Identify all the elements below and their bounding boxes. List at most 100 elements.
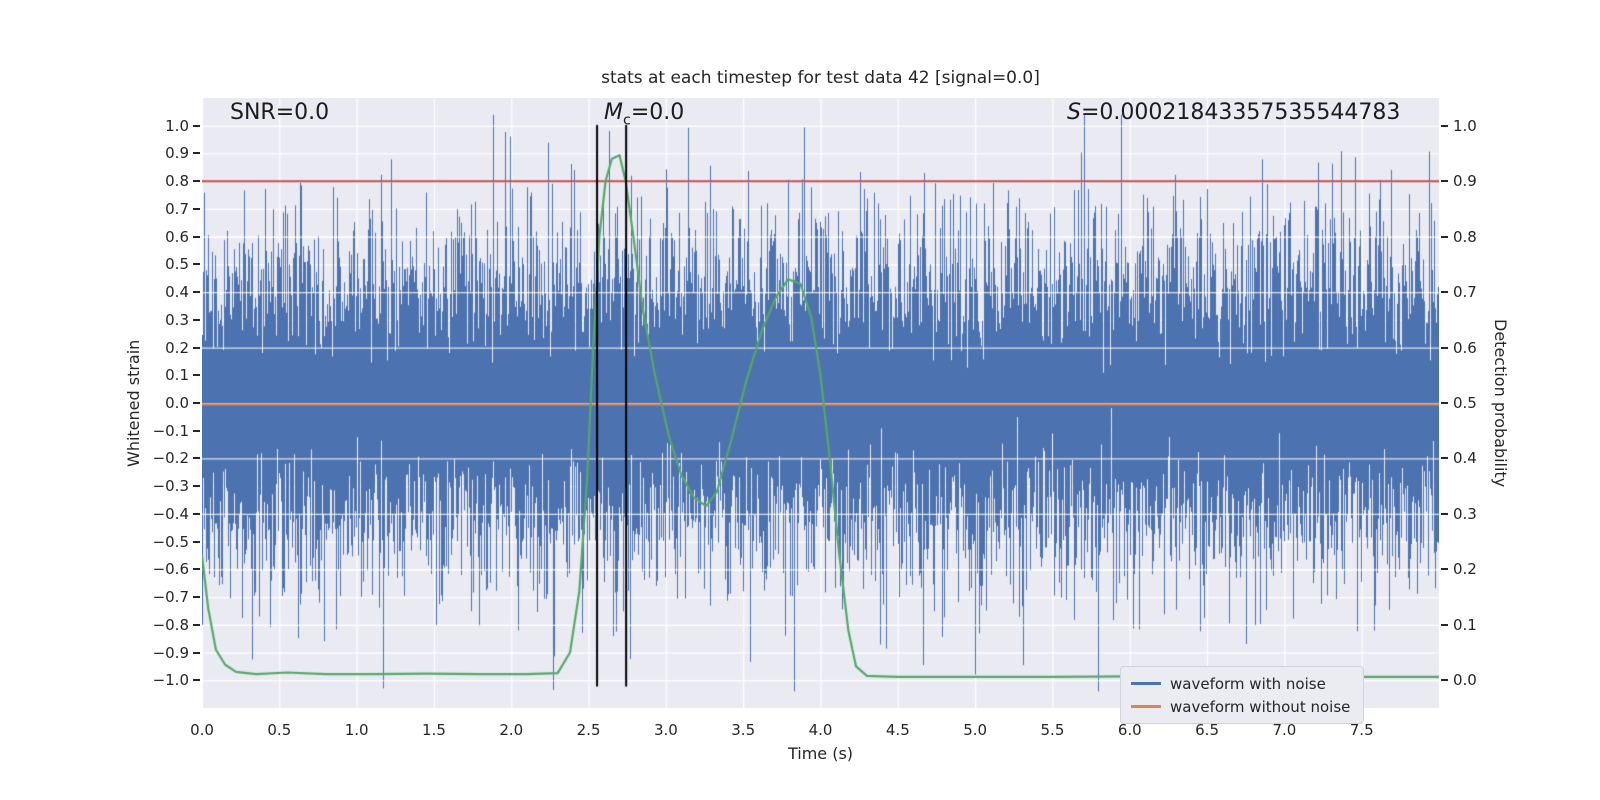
x-tick-label: 6.5 bbox=[1195, 721, 1219, 739]
score-value: =0.00021843357535544783 bbox=[1080, 100, 1401, 125]
y-tick-label-left: 0.2 bbox=[165, 338, 189, 357]
score-annotation: S=0.00021843357535544783 bbox=[1067, 100, 1400, 125]
y-tick-label-right: 0.8 bbox=[1453, 227, 1477, 246]
snr-text: SNR=0.0 bbox=[230, 100, 330, 125]
y-tick-mark-right bbox=[1441, 124, 1448, 127]
x-tick-label: 1.0 bbox=[344, 721, 369, 739]
y-tick-label-left: 0.5 bbox=[165, 255, 189, 274]
chart-title: stats at each timestep for test data 42 … bbox=[601, 68, 1040, 88]
y-tick-mark-right bbox=[1441, 180, 1448, 183]
legend-line-swatch-blue bbox=[1131, 682, 1161, 685]
y-tick-label-left: −1.0 bbox=[152, 671, 189, 690]
y-tick-label-right: 0.3 bbox=[1453, 504, 1477, 523]
y-tick-label-left: −0.9 bbox=[152, 643, 189, 662]
y-tick-label-left: 0.1 bbox=[165, 366, 189, 385]
y-tick-mark-right bbox=[1441, 457, 1448, 460]
y-tick-mark-left bbox=[193, 152, 200, 155]
y-tick-mark-right bbox=[1441, 679, 1448, 682]
x-tick-label: 3.5 bbox=[731, 721, 756, 739]
y-tick-label-right: 0.4 bbox=[1453, 449, 1477, 468]
chirp-mass-subscript: c bbox=[622, 112, 631, 129]
y-tick-mark-left bbox=[193, 235, 200, 238]
chirp-mass-symbol: M bbox=[604, 100, 623, 125]
legend-item: waveform with noise bbox=[1131, 672, 1353, 695]
y-tick-label-left: −0.8 bbox=[152, 615, 189, 634]
y-tick-mark-left bbox=[193, 457, 200, 460]
x-tick-label: 1.5 bbox=[422, 721, 446, 739]
snr-annotation: SNR=0.0 bbox=[230, 100, 329, 125]
y-tick-mark-left bbox=[193, 485, 200, 488]
x-tick-label: 0.5 bbox=[267, 721, 292, 739]
y-tick-label-left: −0.3 bbox=[152, 477, 189, 496]
y-tick-label-left: −0.2 bbox=[152, 449, 189, 468]
y-tick-label-left: 0.4 bbox=[165, 283, 189, 302]
y-tick-mark-left bbox=[193, 540, 200, 543]
y-tick-label-left: 0.8 bbox=[165, 172, 189, 191]
y-tick-label-left: 0.7 bbox=[165, 199, 189, 218]
y-tick-mark-left bbox=[193, 263, 200, 266]
y-tick-mark-left bbox=[193, 429, 200, 432]
y-tick-label-left: 0.3 bbox=[165, 310, 189, 329]
y-tick-mark-right bbox=[1441, 346, 1448, 349]
y-tick-label-right: 0.1 bbox=[1453, 615, 1477, 634]
y-tick-mark-right bbox=[1441, 512, 1448, 515]
legend-label: waveform with noise bbox=[1170, 674, 1326, 693]
y-tick-mark-right bbox=[1441, 291, 1448, 294]
plot-area bbox=[202, 98, 1439, 708]
y-tick-mark-left bbox=[193, 124, 200, 127]
y-tick-label-right: 1.0 bbox=[1453, 116, 1477, 135]
x-tick-label: 7.0 bbox=[1272, 721, 1297, 739]
y-tick-label-left: −0.6 bbox=[152, 560, 189, 579]
y-tick-mark-left bbox=[193, 346, 200, 349]
chirp-mass-value: =0.0 bbox=[630, 100, 685, 125]
y-tick-label-right: 0.5 bbox=[1453, 394, 1477, 412]
y-tick-mark-right bbox=[1441, 402, 1448, 404]
y-tick-label-right: 0.2 bbox=[1453, 560, 1477, 579]
x-axis-label: Time (s) bbox=[787, 744, 854, 763]
y-tick-mark-left bbox=[193, 679, 200, 682]
y-tick-mark-right bbox=[1441, 623, 1448, 626]
x-tick-label: 7.5 bbox=[1349, 721, 1374, 739]
score-symbol: S bbox=[1067, 100, 1081, 125]
x-tick-label: 3.0 bbox=[653, 721, 678, 739]
x-tick-label: 4.5 bbox=[885, 721, 910, 739]
y-tick-label-left: −0.7 bbox=[152, 588, 189, 607]
x-tick-label: 5.0 bbox=[963, 721, 988, 739]
y-tick-mark-left bbox=[193, 651, 200, 654]
y-tick-mark-left bbox=[193, 207, 200, 210]
y-tick-label-right: 0.6 bbox=[1453, 338, 1477, 357]
y-tick-label-left: 0.6 bbox=[165, 227, 189, 246]
y-tick-mark-right bbox=[1441, 568, 1448, 571]
y-tick-mark-left bbox=[193, 291, 200, 294]
y-tick-label-right: 0.7 bbox=[1453, 283, 1477, 302]
y-tick-mark-left bbox=[193, 512, 200, 515]
x-tick-label: 0.0 bbox=[190, 721, 214, 739]
chirp-mass-annotation: Mc=0.0 bbox=[604, 100, 684, 128]
y-tick-mark-left bbox=[193, 596, 200, 599]
y-axis-left-label: Whitened strain bbox=[124, 339, 143, 467]
x-tick-label: 2.0 bbox=[499, 721, 524, 739]
y-tick-mark-left bbox=[193, 318, 200, 321]
y-tick-label-left: −0.5 bbox=[152, 532, 189, 551]
legend: waveform with noise waveform without noi… bbox=[1120, 666, 1364, 724]
x-tick-label: 6.0 bbox=[1117, 721, 1142, 739]
x-tick-label: 5.5 bbox=[1040, 721, 1065, 739]
legend-label: waveform without noise bbox=[1170, 697, 1351, 716]
y-tick-label-left: −0.1 bbox=[152, 421, 189, 440]
y-tick-label-left: 1.0 bbox=[165, 116, 189, 135]
x-tick-label: 2.5 bbox=[576, 721, 601, 739]
y-tick-mark-left bbox=[193, 180, 200, 183]
y-tick-label-left: −0.4 bbox=[152, 504, 189, 523]
x-tick-label: 4.0 bbox=[808, 721, 833, 739]
y-tick-mark-left bbox=[193, 623, 200, 626]
y-tick-mark-left bbox=[193, 568, 200, 571]
y-tick-label-left: 0.0 bbox=[165, 394, 189, 412]
y-tick-mark-right bbox=[1441, 235, 1448, 238]
legend-item: waveform without noise bbox=[1131, 695, 1353, 718]
y-axis-right-label: Detection probability bbox=[1491, 318, 1510, 488]
y-tick-mark-left bbox=[193, 374, 200, 377]
y-tick-mark-left bbox=[193, 402, 200, 404]
y-tick-label-right: 0.9 bbox=[1453, 172, 1477, 191]
legend-line-swatch-orange bbox=[1131, 705, 1161, 708]
